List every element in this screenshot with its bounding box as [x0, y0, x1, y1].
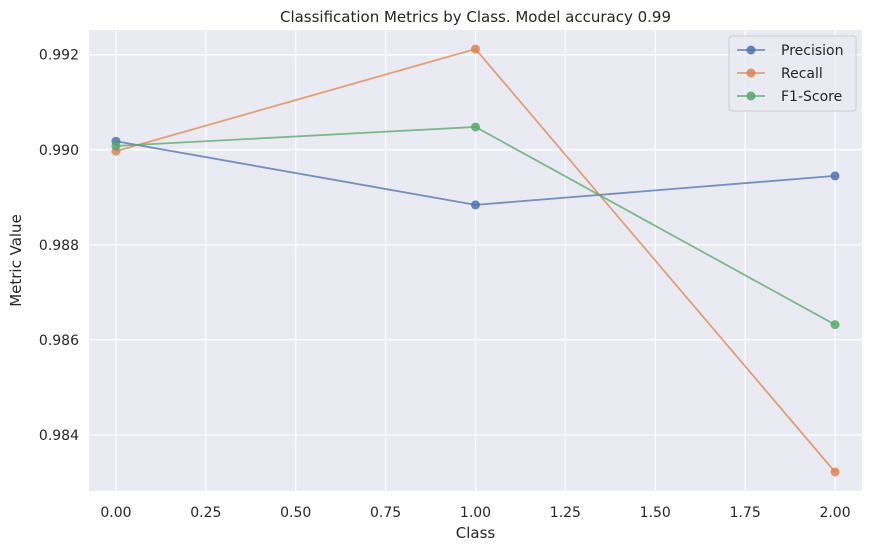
data-point-recall: [471, 44, 480, 54]
data-point-precision: [471, 200, 480, 210]
x-tick-label: 2.00: [819, 505, 850, 521]
data-point-f1-score: [830, 320, 840, 330]
y-tick-label: 0.988: [39, 238, 79, 254]
series-layer: [111, 44, 840, 477]
y-tick-label: 0.992: [39, 48, 79, 64]
x-tick-label: 0.75: [370, 505, 401, 521]
x-tick-label: 1.50: [640, 505, 671, 521]
legend: Precision Recall F1-Score: [728, 35, 857, 112]
legend-label: Recall: [781, 66, 823, 82]
chart-title: Classification Metrics by Class. Model a…: [280, 8, 671, 26]
legend-label: F1-Score: [781, 89, 842, 105]
y-tick-label: 0.986: [39, 333, 79, 349]
legend-marker: [746, 91, 756, 101]
x-axis-label: Class: [456, 524, 496, 542]
x-tick-label: 0.50: [280, 505, 311, 521]
y-axis-label: Metric Value: [7, 214, 25, 307]
x-tick-label: 0.25: [190, 505, 221, 521]
data-point-f1-score: [111, 141, 121, 151]
legend-marker: [746, 45, 756, 55]
legend-marker: [746, 68, 756, 78]
x-tick-label: 1.75: [730, 505, 761, 521]
data-point-recall: [830, 467, 840, 477]
y-tick-labels: 0.984 0.986 0.988 0.990 0.992: [39, 48, 79, 444]
y-tick-label: 0.984: [39, 428, 79, 444]
y-tick-label: 0.990: [39, 143, 79, 159]
x-tick-label: 1.25: [550, 505, 581, 521]
data-point-precision: [830, 171, 840, 181]
legend-box: [728, 35, 857, 112]
x-tick-labels: 0.00 0.25 0.50 0.75 1.00 1.25 1.50 1.75 2.00: [100, 505, 850, 521]
legend-label: Precision: [781, 43, 843, 59]
x-tick-label: 1.00: [460, 505, 491, 521]
x-tick-label: 0.00: [100, 505, 131, 521]
data-point-f1-score: [471, 122, 480, 132]
